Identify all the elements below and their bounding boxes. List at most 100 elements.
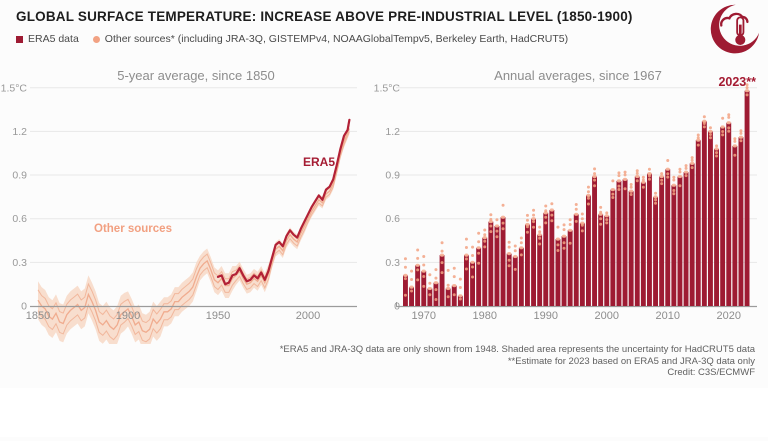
other-source-dot xyxy=(733,153,737,157)
other-source-dot xyxy=(738,135,744,139)
other-source-dot xyxy=(580,217,584,221)
other-source-dot xyxy=(483,233,487,237)
temperature-bar xyxy=(677,176,683,306)
other-source-dot xyxy=(544,209,548,213)
other-source-dot xyxy=(409,285,414,289)
other-sources-annotation: Other sources xyxy=(94,223,172,235)
other-source-dot xyxy=(507,245,511,249)
other-source-dot xyxy=(617,174,621,178)
other-source-dot xyxy=(629,183,633,186)
other-source-dot xyxy=(677,174,683,179)
temperature-bar xyxy=(488,221,494,306)
other-source-dot xyxy=(550,213,554,217)
other-source-dot xyxy=(495,229,499,233)
other-source-dot xyxy=(440,249,444,253)
era5-legend-swatch xyxy=(16,35,23,43)
left-chart-title: 5-year average, since 1850 xyxy=(117,68,275,83)
other-source-dot xyxy=(745,83,749,87)
temperature-bar xyxy=(695,140,701,306)
other-source-dot xyxy=(739,129,743,133)
temperature-bar xyxy=(610,189,616,306)
other-source-dot xyxy=(538,236,542,240)
other-source-dot xyxy=(495,235,499,239)
other-source-dot xyxy=(599,217,603,221)
other-source-dot xyxy=(562,223,566,227)
other-source-dot xyxy=(580,212,584,216)
other-source-dot xyxy=(568,228,573,232)
temperature-bar xyxy=(598,214,604,306)
other-source-dot xyxy=(672,175,676,179)
other-source-dot xyxy=(690,158,694,162)
other-source-dot xyxy=(690,156,694,160)
other-source-dot xyxy=(550,219,554,223)
other-source-dot xyxy=(586,190,590,194)
temperature-bar xyxy=(738,137,744,306)
other-source-dot xyxy=(580,229,584,233)
other-source-dot xyxy=(702,122,706,125)
other-source-dot xyxy=(659,174,664,179)
other-source-dot xyxy=(513,244,517,248)
other-source-dot xyxy=(715,151,719,155)
era5-legend-label: ERA5 data xyxy=(28,33,79,45)
other-source-dot xyxy=(727,129,731,133)
temperature-bar xyxy=(537,234,543,306)
other-source-dot xyxy=(605,221,609,225)
right-chart-title: Annual averages, since 1967 xyxy=(494,68,662,83)
temperature-bar xyxy=(689,163,695,306)
other-source-dot xyxy=(660,182,664,186)
temperature-bar xyxy=(701,121,707,306)
other-source-dot xyxy=(672,192,676,196)
other-source-dot xyxy=(599,205,603,209)
temperature-bar xyxy=(714,148,719,306)
other-source-dot xyxy=(647,174,651,178)
other-source-dot xyxy=(519,241,523,245)
other-source-dot xyxy=(672,178,676,182)
y-tick-label: 0.3 xyxy=(12,257,27,269)
other-source-dot xyxy=(721,133,725,137)
other-source-dot xyxy=(532,220,536,224)
other-source-dot xyxy=(696,138,701,142)
other-source-dot xyxy=(525,218,529,222)
y-tick-label: 1.2 xyxy=(12,126,27,138)
temperature-bar xyxy=(732,145,738,306)
temperature-bar xyxy=(579,223,585,306)
other-source-dot xyxy=(525,225,529,229)
other-source-dot xyxy=(471,275,475,279)
other-source-dot xyxy=(593,184,597,188)
other-source-dot xyxy=(489,213,493,217)
era5-annotation: ERA5 xyxy=(303,155,335,169)
other-source-dot xyxy=(500,215,506,219)
other-source-dot xyxy=(708,133,712,136)
temperature-bar xyxy=(439,255,445,306)
other-source-dot xyxy=(434,276,438,280)
temperature-bar xyxy=(659,176,665,306)
other-source-dot xyxy=(605,218,609,222)
other-source-dot xyxy=(483,228,487,232)
other-source-dot xyxy=(665,167,670,171)
other-source-dot xyxy=(544,221,548,225)
temperature-bar xyxy=(653,196,658,306)
other-source-dot xyxy=(605,211,609,215)
other-source-dot xyxy=(714,147,719,151)
other-source-dot xyxy=(556,225,560,229)
other-source-dot xyxy=(403,257,407,261)
other-source-dot xyxy=(471,265,475,269)
other-source-dot xyxy=(452,266,456,270)
other-source-dot xyxy=(629,193,633,196)
other-source-dot xyxy=(586,193,591,197)
temperature-bar xyxy=(628,191,634,306)
other-source-dot xyxy=(538,230,542,234)
temperature-bar xyxy=(586,195,591,306)
other-source-dot xyxy=(403,265,407,269)
other-source-dot xyxy=(715,144,719,148)
other-source-dot xyxy=(708,136,712,140)
other-source-dot xyxy=(494,224,500,228)
other-source-dot xyxy=(519,236,523,240)
temperature-bar xyxy=(482,237,488,306)
y-tick-label: 0.6 xyxy=(12,213,27,225)
other-source-dot xyxy=(439,253,445,257)
temperature-bar xyxy=(640,182,646,306)
other-source-dot xyxy=(555,237,561,241)
temperature-bar xyxy=(409,287,414,306)
